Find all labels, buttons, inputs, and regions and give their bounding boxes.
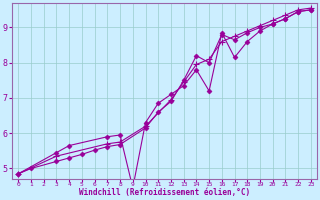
- X-axis label: Windchill (Refroidissement éolien,°C): Windchill (Refroidissement éolien,°C): [79, 188, 250, 197]
